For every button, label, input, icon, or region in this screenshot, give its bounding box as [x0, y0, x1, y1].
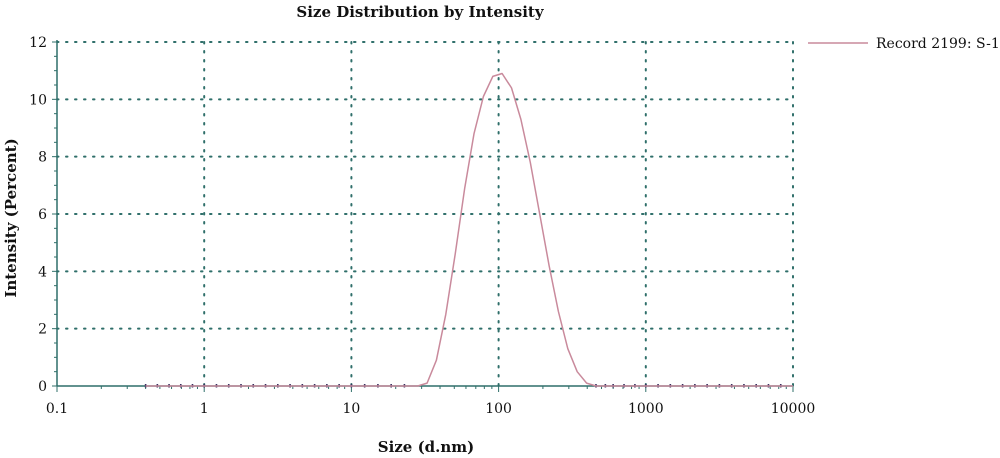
- x-tick-label: 100: [485, 401, 512, 417]
- x-tick-label: 1: [200, 401, 209, 417]
- y-tick-label: 12: [29, 35, 47, 51]
- chart-title: Size Distribution by Intensity: [296, 3, 544, 21]
- x-tick-label: 10: [342, 401, 360, 417]
- y-tick-label: 2: [38, 322, 47, 338]
- x-tick-label: 1000: [628, 401, 664, 417]
- axes: [52, 40, 794, 392]
- y-tick-label: 6: [38, 207, 47, 223]
- x-tick-label: 10000: [771, 401, 816, 417]
- legend-label: Record 2199: S-11: [876, 36, 1000, 52]
- x-axis-label: Size (d.nm): [378, 438, 475, 456]
- x-tick-labels: 0.1 1 10 100 1000 10000: [46, 401, 815, 417]
- grid-lines: [56, 41, 794, 387]
- series-layer: [144, 72, 793, 388]
- y-tick-label: 10: [29, 92, 47, 108]
- y-tick-label: 0: [38, 379, 47, 395]
- y-tick-label: 8: [38, 150, 47, 166]
- series-line: [145, 72, 793, 387]
- y-tick-labels: 0 2 4 6 8 10 12: [29, 35, 47, 395]
- legend: Record 2199: S-11: [808, 36, 1000, 52]
- x-tick-label: 0.1: [46, 401, 68, 417]
- y-tick-label: 4: [38, 264, 47, 280]
- y-axis-label: Intensity (Percent): [2, 138, 20, 297]
